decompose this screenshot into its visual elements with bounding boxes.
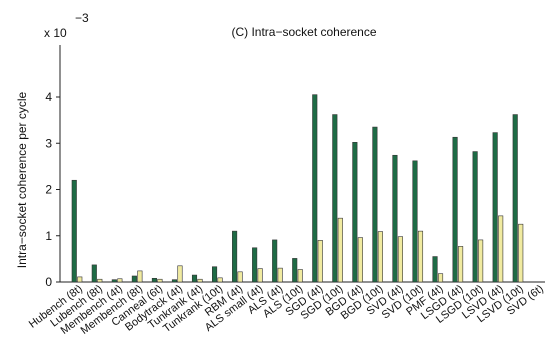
y-multiplier-exponent: −3 (75, 11, 89, 25)
bar-series-1 (212, 266, 218, 283)
bar-series-2 (478, 239, 484, 283)
bar-series-1 (252, 247, 258, 283)
bar-series-1 (392, 154, 398, 283)
bar-series-1 (412, 160, 418, 283)
bar-series-2 (77, 276, 83, 283)
x-tick-labels: Hubench (8t)Lubench (8t)Membench (4t)Mem… (27, 283, 546, 337)
y-tick-label: 2 (45, 183, 52, 197)
bar-series-2 (217, 277, 223, 283)
bar-series-1 (372, 126, 378, 283)
bar-series-1 (492, 132, 498, 283)
bar-series-2 (157, 278, 163, 283)
bar-series-1 (472, 151, 478, 283)
y-multiplier-label: x 10 (44, 26, 67, 40)
bar-series-2 (277, 267, 283, 283)
bar-series-2 (237, 271, 243, 283)
bars (71, 94, 524, 283)
bar-series-2 (97, 278, 103, 283)
bar-series-2 (137, 270, 143, 283)
bar-series-2 (337, 217, 343, 283)
bar-series-2 (257, 268, 263, 283)
bar-series-1 (272, 239, 278, 283)
bar-series-1 (292, 258, 298, 283)
bar-series-1 (71, 179, 77, 283)
bar-series-2 (397, 236, 404, 283)
chart-title: (C) Intra−socket coherence (231, 25, 376, 39)
bar-series-2 (197, 278, 203, 283)
bar-series-2 (498, 215, 504, 283)
bar-series-1 (332, 114, 338, 283)
bar-series-2 (357, 237, 363, 283)
bar-series-1 (151, 277, 157, 283)
bar-series-2 (458, 246, 464, 283)
y-tick-label: 0 (45, 275, 52, 289)
bar-series-1 (312, 94, 318, 283)
bar-series-1 (232, 230, 238, 283)
bar-series-1 (191, 274, 198, 283)
bar-series-1 (512, 114, 518, 283)
bar-series-2 (317, 240, 323, 283)
bar-series-1 (91, 264, 97, 283)
bar-series-2 (297, 269, 303, 283)
bar-series-1 (352, 142, 358, 283)
bar-series-2 (518, 223, 524, 283)
bar-series-2 (377, 231, 383, 283)
bar-series-2 (117, 278, 123, 283)
axes: 0 1 2 3 4 (45, 45, 545, 289)
bar-series-2 (417, 230, 424, 283)
bar-series-1 (452, 136, 458, 283)
bar-series-2 (437, 273, 444, 283)
y-tick-label: 3 (45, 136, 52, 150)
bar-series-1 (171, 279, 178, 283)
bar-series-2 (177, 265, 183, 283)
y-tick-label: 4 (45, 90, 52, 104)
bar-series-1 (432, 256, 438, 283)
bar-series-1 (111, 279, 117, 283)
bar-series-1 (131, 275, 137, 283)
y-axis-label: Intra−socket coherence per cycle (15, 91, 29, 268)
y-tick-label: 1 (45, 229, 52, 243)
